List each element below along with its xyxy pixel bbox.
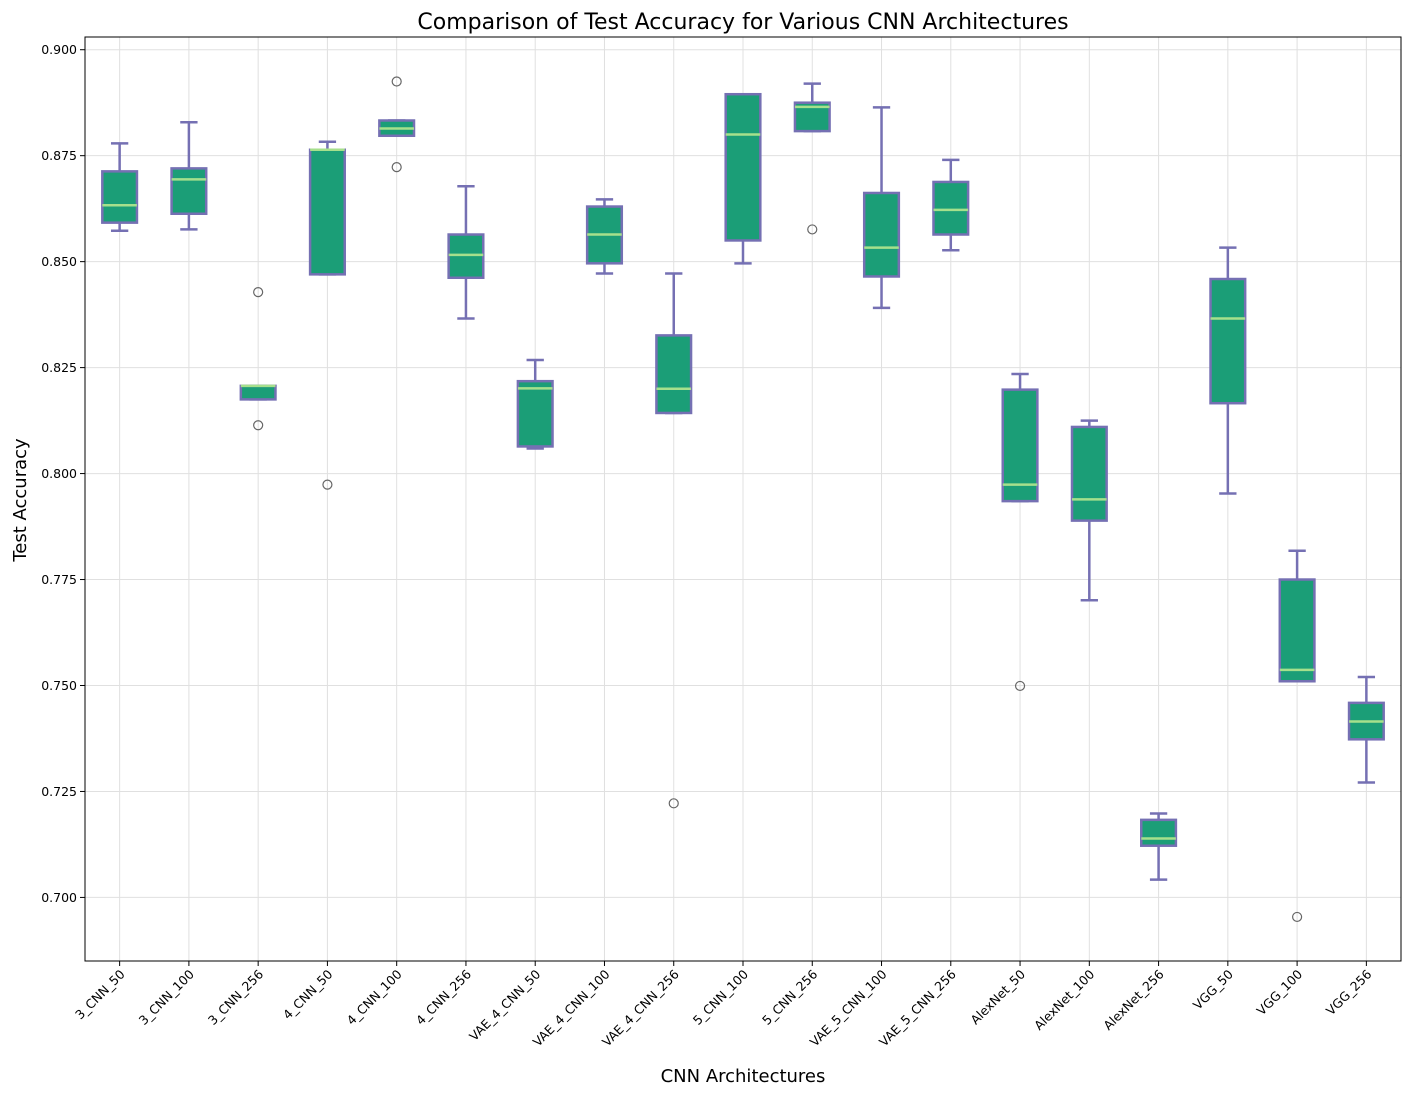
box-VGG_100 — [1278, 549, 1316, 923]
y-tick-label: 0.725 — [41, 784, 77, 799]
box-VAE_5_CNN_100 — [862, 106, 901, 310]
box-3_CNN_256 — [239, 287, 277, 431]
y-tick-label: 0.850 — [41, 254, 77, 269]
box-VGG_256 — [1347, 675, 1385, 784]
x-tick-label: 5_CNN_256 — [759, 966, 820, 1027]
box-VAE_4_CNN_256 — [655, 272, 693, 809]
y-tick-label: 0.750 — [41, 678, 77, 693]
y-axis-label: Test Accuracy — [10, 438, 31, 563]
box-5_CNN_256 — [793, 82, 831, 235]
box-4_CNN_100 — [378, 76, 416, 173]
x-tick-label: AlexNet_50 — [967, 966, 1028, 1027]
box-4_CNN_50 — [308, 140, 346, 490]
x-tick-label: 3_CNN_100 — [136, 966, 197, 1027]
outlier-point — [1292, 911, 1303, 923]
grid-lines — [85, 37, 1401, 961]
box-4_CNN_256 — [447, 184, 485, 320]
box-VGG_50 — [1209, 246, 1247, 495]
x-tick-label: 5_CNN_100 — [690, 966, 751, 1027]
box-AlexNet_256 — [1140, 812, 1178, 881]
iqr-box — [170, 167, 208, 215]
x-tick-label: 3_CNN_50 — [72, 966, 128, 1022]
iqr-box — [862, 191, 901, 278]
outlier-point — [1014, 680, 1026, 692]
outlier-point — [391, 162, 402, 173]
x-tick-label: 4_CNN_100 — [343, 966, 404, 1027]
box-5_CNN_100 — [724, 92, 762, 265]
outlier-point — [322, 479, 333, 490]
y-tick-label: 0.825 — [41, 360, 77, 375]
box-3_CNN_100 — [170, 120, 208, 231]
boxes-layer — [101, 76, 1385, 923]
y-tick-label: 0.900 — [41, 42, 77, 57]
box-VAE_4_CNN_100 — [585, 198, 624, 275]
x-tick-label: VAE_4_CNN_50 — [466, 966, 543, 1043]
iqr-box — [239, 384, 277, 401]
iqr-box — [516, 379, 554, 448]
x-tick-label: 4_CNN_256 — [413, 966, 474, 1027]
outlier-point — [253, 287, 264, 298]
iqr-box — [101, 170, 139, 224]
x-tick-label: VAE_5_CNN_256 — [876, 966, 959, 1049]
x-tick-label: VGG_100 — [1254, 966, 1306, 1018]
y-tick-label: 0.800 — [41, 466, 77, 481]
x-tick-label: AlexNet_100 — [1031, 966, 1097, 1032]
iqr-box — [1209, 277, 1247, 405]
iqr-box — [1140, 818, 1178, 847]
x-tick-label: AlexNet_256 — [1100, 966, 1166, 1032]
iqr-box — [655, 334, 693, 415]
iqr-box — [1278, 578, 1316, 683]
y-tick-label: 0.700 — [41, 890, 77, 905]
iqr-box — [1070, 425, 1108, 522]
y-axis-ticks: 0.700 0.725 0.750 0.775 0.800 0.825 0.850 0.875… — [41, 42, 85, 905]
x-tick-label: VGG_50 — [1190, 966, 1236, 1012]
x-tick-label: 3_CNN_256 — [205, 966, 266, 1027]
x-tick-label: 4_CNN_50 — [280, 966, 336, 1022]
x-axis-ticks: 3_CNN_50 3_CNN_100 3_CNN_256 4_CNN_50 4_CNN_… — [72, 961, 1375, 1049]
outlier-point — [807, 224, 818, 235]
y-tick-label: 0.875 — [41, 148, 77, 163]
iqr-box — [932, 180, 970, 236]
iqr-box — [1001, 388, 1039, 503]
x-tick-label: VAE_4_CNN_256 — [599, 966, 682, 1049]
iqr-box — [308, 148, 346, 276]
x-tick-label: VGG_256 — [1323, 966, 1375, 1018]
box-VAE_5_CNN_256 — [932, 158, 970, 252]
box-AlexNet_100 — [1070, 419, 1108, 602]
box-VAE_4_CNN_50 — [516, 358, 554, 450]
iqr-box — [447, 233, 485, 279]
outlier-point — [668, 798, 679, 809]
box-3_CNN_50 — [101, 142, 139, 232]
outlier-point — [391, 76, 402, 87]
y-tick-label: 0.775 — [41, 572, 77, 587]
box-AlexNet_50 — [1001, 372, 1039, 692]
iqr-box — [724, 92, 762, 242]
x-axis-label: CNN Architectures — [661, 1066, 826, 1087]
outlier-point — [253, 420, 264, 431]
chart-title: Comparison of Test Accuracy for Various … — [417, 10, 1068, 35]
